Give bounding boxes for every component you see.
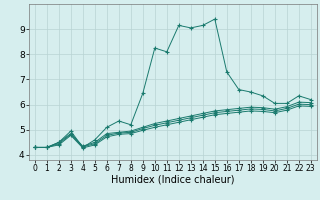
X-axis label: Humidex (Indice chaleur): Humidex (Indice chaleur) — [111, 175, 235, 185]
